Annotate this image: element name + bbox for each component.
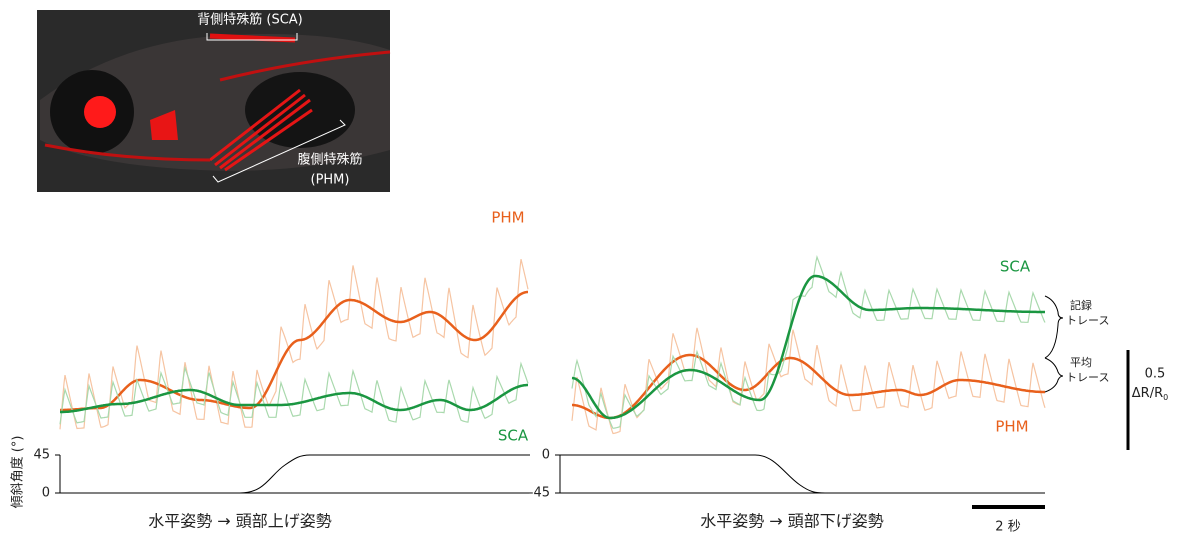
legend-text: 平均 bbox=[1070, 356, 1092, 369]
scale-label: 0.5 bbox=[1145, 367, 1166, 382]
trace-label: SCA bbox=[1000, 258, 1031, 276]
figure: 背側特殊筋 (SCA) 腹側特殊筋 (PHM) 傾斜角度 (°) PHM SCA… bbox=[0, 0, 1185, 535]
trace-label: SCA bbox=[498, 427, 529, 445]
trace bbox=[60, 364, 528, 425]
scale-label: ΔR/R0 bbox=[1132, 386, 1168, 402]
image-label: 背側特殊筋 (SCA) bbox=[197, 12, 303, 28]
tilt-tick: 45 bbox=[33, 448, 50, 463]
image-label: (PHM) bbox=[311, 173, 350, 188]
scale-label: 2 秒 bbox=[995, 520, 1020, 535]
traces bbox=[60, 257, 1045, 433]
image-label: 腹側特殊筋 bbox=[297, 152, 362, 168]
caption: 水平姿勢 → 頭部上げ姿勢 bbox=[148, 512, 332, 531]
legend-text: トレース bbox=[1066, 314, 1109, 327]
y-axis-label: 傾斜角度 (°) bbox=[10, 436, 26, 509]
trace bbox=[60, 292, 528, 410]
tilt-tick: -45 bbox=[529, 486, 550, 501]
legend-text: 記録 bbox=[1070, 298, 1092, 312]
trace-label: PHM bbox=[491, 209, 524, 227]
tilt-tick: 0 bbox=[42, 486, 50, 501]
legend-text: トレース bbox=[1066, 371, 1109, 384]
trace-label: PHM bbox=[995, 418, 1028, 436]
caption: 水平姿勢 → 頭部下げ姿勢 bbox=[700, 512, 884, 531]
tilt-tick: 0 bbox=[542, 448, 550, 463]
fish-image: 背側特殊筋 (SCA) 腹側特殊筋 (PHM) bbox=[37, 10, 390, 192]
trace bbox=[572, 355, 1045, 418]
trace bbox=[572, 257, 1045, 428]
